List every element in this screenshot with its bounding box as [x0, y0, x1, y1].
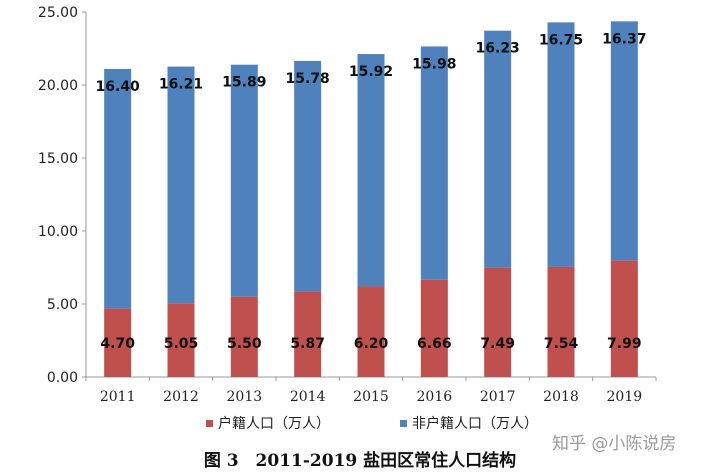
data-label-huji: 7.54: [544, 336, 579, 352]
data-label-feihuji: 16.37: [602, 31, 646, 47]
data-label-feihuji: 15.78: [286, 71, 330, 87]
data-label-feihuji: 15.92: [349, 64, 393, 80]
legend-swatch: [206, 420, 213, 427]
x-tick-label: 2013: [227, 389, 263, 405]
x-tick-label: 2012: [163, 389, 199, 405]
y-tick-label: 25.00: [38, 5, 78, 21]
bar-feihuji: [547, 22, 575, 267]
bar-huji: [547, 266, 575, 377]
bar-huji: [357, 286, 385, 377]
data-label-huji: 5.87: [290, 336, 325, 352]
bar-feihuji: [610, 21, 638, 261]
data-label-huji: 6.66: [417, 336, 452, 352]
data-label-feihuji: 16.23: [476, 41, 520, 57]
bar-huji: [104, 308, 132, 377]
bar-feihuji: [104, 68, 132, 309]
figure-caption: 图 3 2011-2019 盐田区常住人口结构: [203, 451, 517, 471]
x-tick-label: 2018: [543, 389, 579, 405]
data-label-huji: 5.50: [227, 336, 262, 352]
x-tick-label: 2019: [607, 389, 643, 405]
legend-label: 非户籍人口（万人）: [412, 415, 538, 432]
bar-feihuji: [230, 64, 258, 297]
bar-feihuji: [167, 66, 195, 304]
y-tick-label: 20.00: [38, 78, 78, 94]
bar-huji: [484, 267, 512, 377]
y-tick-label: 15.00: [38, 151, 78, 167]
legend-swatch: [400, 420, 407, 427]
bar-huji: [230, 296, 258, 377]
data-label-feihuji: 16.40: [96, 79, 141, 95]
y-tick-label: 5.00: [47, 297, 78, 313]
data-label-feihuji: 15.98: [412, 56, 456, 72]
bar-feihuji: [420, 46, 448, 280]
data-label-feihuji: 16.75: [539, 32, 583, 48]
data-label-huji: 4.70: [100, 336, 135, 352]
legend-label: 户籍人口（万人）: [218, 415, 330, 432]
data-label-huji: 7.99: [607, 336, 642, 352]
watermark: 知乎 @小陈说房: [552, 434, 677, 454]
y-tick-label: 0.00: [47, 370, 78, 386]
data-label-huji: 5.05: [164, 336, 199, 352]
bar-huji: [610, 260, 638, 377]
x-tick-label: 2017: [480, 389, 516, 405]
data-label-feihuji: 16.21: [159, 77, 203, 93]
x-tick-label: 2011: [100, 389, 136, 405]
data-label-huji: 7.49: [480, 336, 515, 352]
x-tick-label: 2015: [353, 389, 389, 405]
bar-feihuji: [357, 54, 385, 287]
y-tick-label: 10.00: [38, 224, 78, 240]
bar-feihuji: [294, 60, 322, 292]
x-tick-label: 2016: [417, 389, 453, 405]
bar-huji: [294, 291, 322, 377]
bar-feihuji: [484, 30, 512, 268]
x-tick-label: 2014: [290, 389, 326, 405]
bar-huji: [167, 303, 195, 377]
data-label-feihuji: 15.89: [222, 75, 266, 91]
bar-huji: [420, 279, 448, 377]
data-label-huji: 6.20: [354, 336, 389, 352]
